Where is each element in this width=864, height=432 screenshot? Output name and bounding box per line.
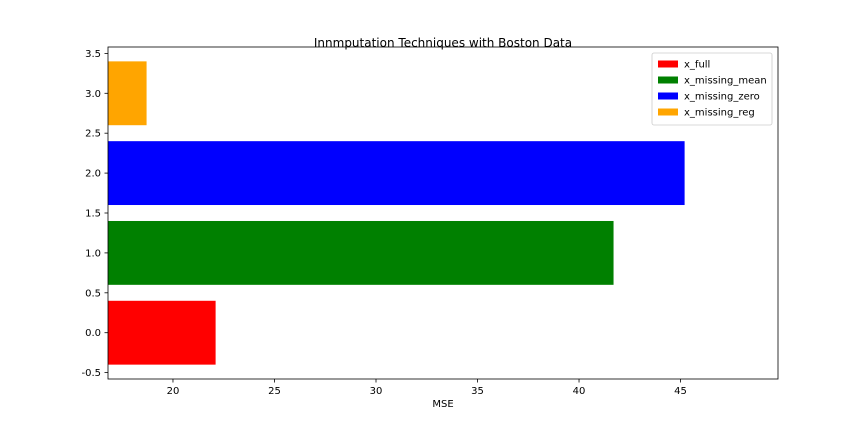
- x-tick-label: 20: [167, 386, 180, 397]
- bars-group: [108, 61, 685, 365]
- plot-frame: [107, 46, 779, 380]
- chart-title: Innmputation Techniques with Boston Data: [314, 36, 572, 50]
- legend-swatch-x-full: [658, 60, 678, 68]
- x-tick-label: 25: [268, 386, 281, 397]
- y-axis-ticks: -0.5 0.0 0.5 1.0 1.5 2.0 2.5 3.0 3.5: [81, 49, 108, 379]
- x-tick-label: 45: [674, 386, 687, 397]
- y-tick-label: -0.5: [81, 368, 101, 379]
- y-tick-label: 3.0: [85, 89, 101, 100]
- y-tick-label: 1.5: [85, 209, 101, 220]
- bar-x-full: [108, 300, 216, 365]
- legend-label-x-full: x_full: [684, 60, 710, 71]
- legend-swatch-x-missing-zero: [658, 92, 678, 100]
- legend-swatch-x-missing-reg: [658, 108, 678, 116]
- y-tick-label: 0.0: [85, 328, 101, 339]
- legend-label-x-missing-mean: x_missing_mean: [684, 76, 767, 87]
- x-tick-label: 40: [573, 386, 586, 397]
- legend: x_full x_missing_mean x_missing_zero x_miss…: [651, 52, 773, 126]
- y-tick-label: 0.5: [85, 288, 101, 299]
- legend-label-x-missing-reg: x_missing_reg: [684, 108, 755, 119]
- bar-x-missing-reg: [108, 61, 147, 126]
- y-tick-label: 2.5: [85, 129, 101, 140]
- bar-x-missing-zero: [108, 141, 685, 206]
- y-tick-label: 3.5: [85, 49, 101, 60]
- bar-x-missing-mean: [108, 220, 614, 285]
- legend-box: [651, 52, 773, 126]
- legend-swatch-x-missing-mean: [658, 76, 678, 84]
- y-tick-label: 1.0: [85, 248, 101, 259]
- x-axis-ticks: 20 25 30 35 40 45: [167, 379, 687, 397]
- x-tick-label: 30: [370, 386, 383, 397]
- x-tick-label: 35: [471, 386, 484, 397]
- y-tick-label: 2.0: [85, 169, 101, 180]
- x-axis-label: MSE: [432, 399, 453, 410]
- legend-label-x-missing-zero: x_missing_zero: [684, 92, 760, 103]
